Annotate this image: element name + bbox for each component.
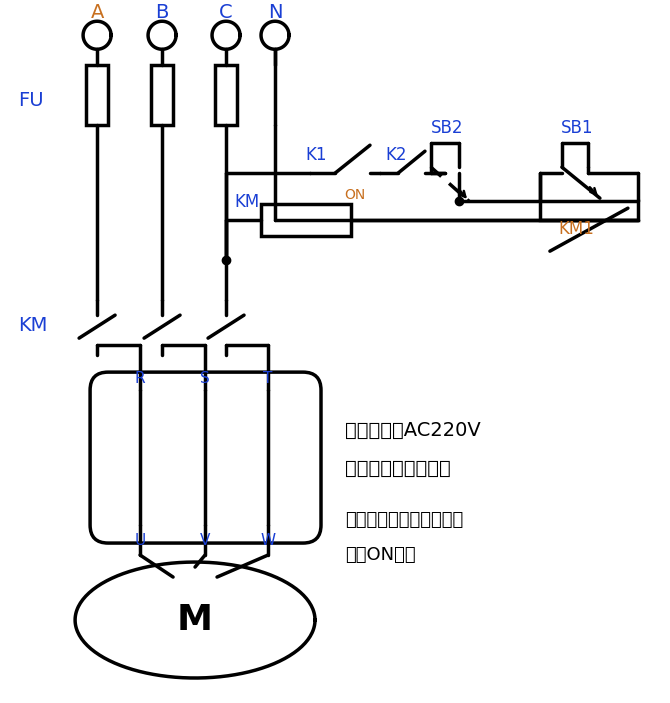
Text: B: B [155, 3, 169, 22]
Text: N: N [268, 3, 282, 22]
Text: FU: FU [18, 91, 44, 110]
Text: KM: KM [234, 193, 259, 211]
Text: 常见启动自锁电路图: 常见启动自锁电路图 [345, 458, 451, 477]
Text: W: W [261, 533, 275, 548]
Text: SB2: SB2 [431, 120, 463, 137]
Bar [261, 204, 351, 236]
Text: U: U [135, 533, 145, 548]
Text: M: M [177, 603, 213, 637]
Text: ON: ON [344, 188, 366, 202]
Text: R: R [135, 370, 145, 386]
Text: 拨至ON位置: 拨至ON位置 [345, 546, 415, 564]
Text: T: T [263, 370, 273, 386]
FancyBboxPatch shape [90, 372, 321, 543]
Text: K1: K1 [305, 146, 326, 165]
Text: S: S [200, 370, 210, 386]
Bar [215, 65, 237, 125]
Bar [151, 65, 173, 125]
Text: SB1: SB1 [561, 120, 593, 137]
Text: KM1: KM1 [558, 220, 594, 238]
Text: 运行时，请将手动复位键: 运行时，请将手动复位键 [345, 511, 463, 529]
Text: V: V [200, 533, 210, 548]
Bar [540, 201, 638, 220]
Text: A: A [90, 3, 104, 22]
Text: KM: KM [18, 316, 48, 335]
Text: 控制线圈：AC220V: 控制线圈：AC220V [345, 420, 481, 439]
Text: K2: K2 [385, 146, 407, 165]
Bar [86, 65, 108, 125]
Text: C: C [219, 3, 233, 22]
